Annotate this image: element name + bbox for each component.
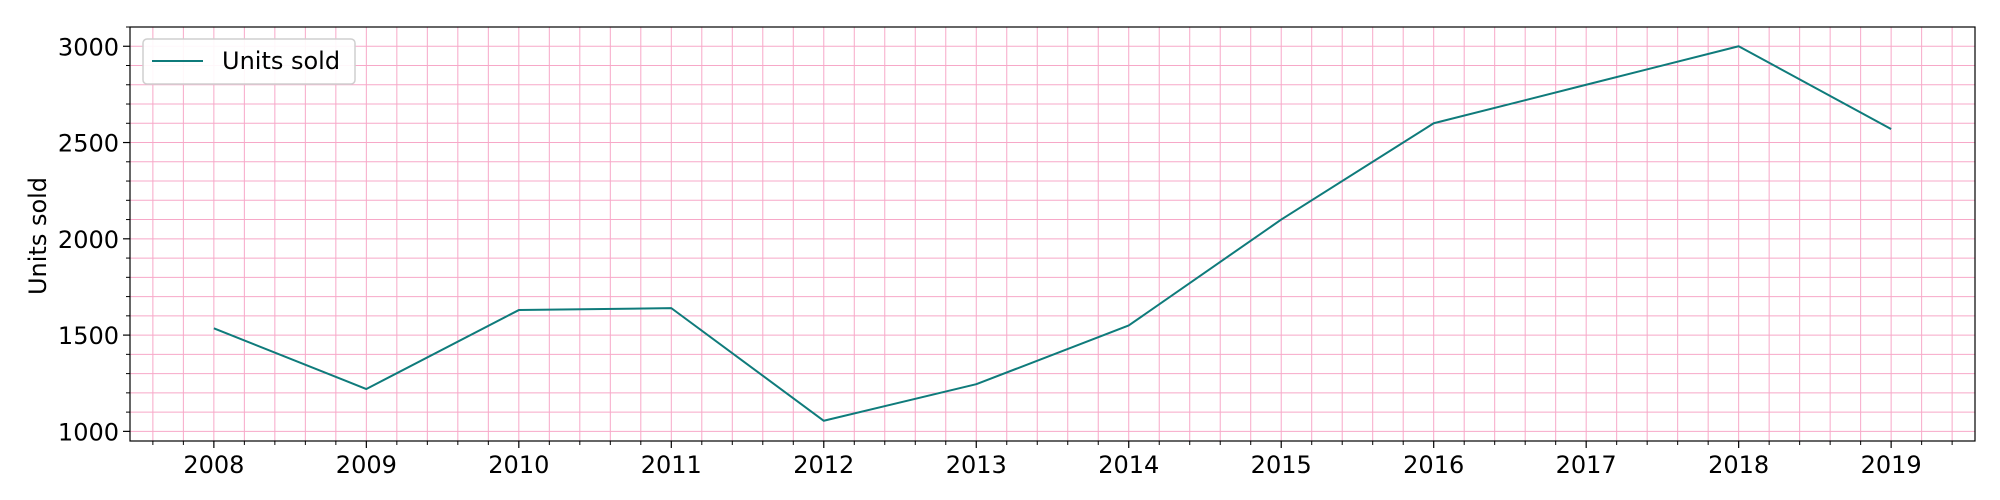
x-tick-label: 2015 <box>1251 451 1312 479</box>
legend: Units sold <box>142 38 356 85</box>
y-tick-label: 3000 <box>58 33 119 61</box>
x-tick-label: 2016 <box>1403 451 1464 479</box>
series-line-units-sold <box>213 45 1892 422</box>
y-axis-label: Units sold <box>24 177 52 295</box>
x-tick-label: 2017 <box>1556 451 1617 479</box>
legend-label-units-sold: Units sold <box>222 47 340 75</box>
x-tick-label: 2013 <box>946 451 1007 479</box>
y-tick-label: 2000 <box>58 226 119 254</box>
axes-layer <box>126 26 1976 445</box>
plot-frame <box>129 26 1976 442</box>
series-layer <box>213 45 1892 422</box>
y-tick-label: 2500 <box>58 130 119 158</box>
grid-layer <box>130 26 1975 441</box>
legend-box <box>142 38 356 85</box>
x-tick-label: 2008 <box>183 451 244 479</box>
x-tick-label: 2010 <box>488 451 549 479</box>
y-tick-label: 1500 <box>58 322 119 350</box>
x-tick-label: 2011 <box>641 451 702 479</box>
x-tick-label: 2014 <box>1098 451 1159 479</box>
x-axis-ticks: 2008 2009 2010 2011 2012 2013 2014 2015 2016 2017… <box>183 441 1922 479</box>
x-tick-label: 2018 <box>1708 451 1769 479</box>
y-axis-ticks: 1000 1500 2000 2500 3000 <box>58 33 130 446</box>
x-tick-label: 2009 <box>336 451 397 479</box>
x-tick-label: 2019 <box>1861 451 1922 479</box>
y-tick-label: 1000 <box>58 418 119 446</box>
x-tick-label: 2012 <box>793 451 854 479</box>
